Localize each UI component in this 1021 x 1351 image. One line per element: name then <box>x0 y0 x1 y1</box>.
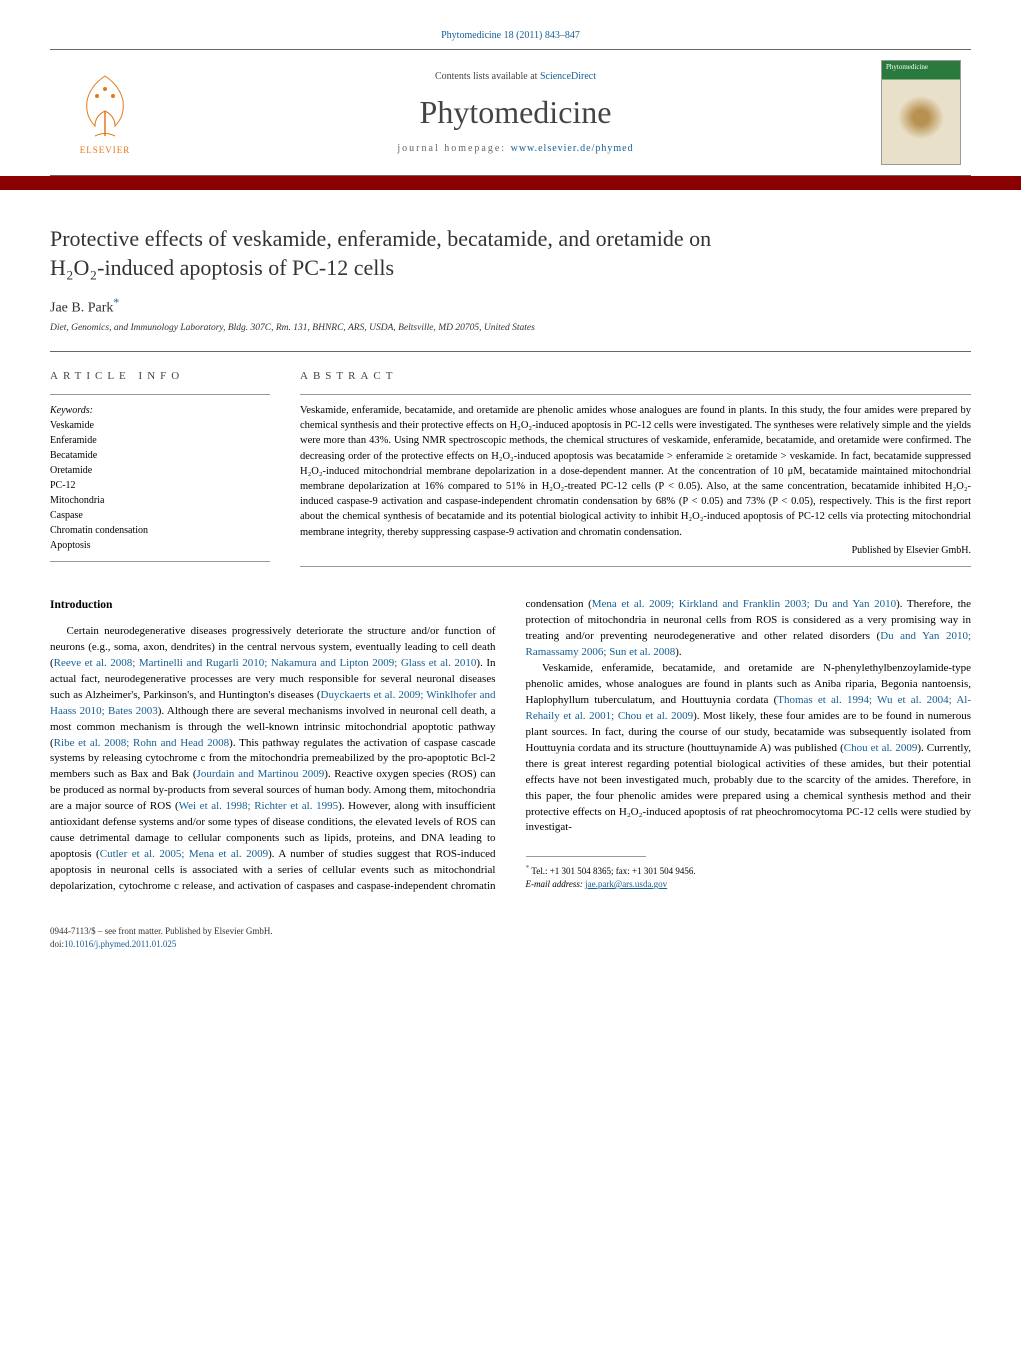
keyword-item: Oretamide <box>50 463 270 478</box>
keyword-item: Apoptosis <box>50 538 270 553</box>
citation[interactable]: Cutler et al. 2005; Mena et al. 2009 <box>100 848 268 860</box>
footer-metadata: 0944-7113/$ – see front matter. Publishe… <box>50 925 971 950</box>
footnote-separator <box>526 856 646 857</box>
contents-prefix: Contents lists available at <box>435 71 540 82</box>
homepage-line: journal homepage: www.elsevier.de/phymed <box>150 143 881 154</box>
title-line-2: H₂O₂-induced apoptosis of PC-12 cells <box>50 255 394 280</box>
keyword-item: Becatamide <box>50 448 270 463</box>
keyword-item: Veskamide <box>50 418 270 433</box>
keyword-item: Caspase <box>50 508 270 523</box>
journal-title: Phytomedicine <box>150 94 881 131</box>
journal-reference: Phytomedicine 18 (2011) 843–847 <box>50 30 971 41</box>
citation[interactable]: Chou et al. 2009 <box>844 742 918 754</box>
homepage-prefix: journal homepage: <box>397 143 510 154</box>
affiliation: Diet, Genomics, and Immunology Laborator… <box>50 323 971 333</box>
citation[interactable]: Wei et al. 1998; Richter et al. 1995 <box>179 800 338 812</box>
contents-line: Contents lists available at ScienceDirec… <box>150 71 881 82</box>
journal-header-box: ELSEVIER Contents lists available at Sci… <box>50 49 971 176</box>
footer-copyright: 0944-7113/$ – see front matter. Publishe… <box>50 925 971 938</box>
corresponding-footnote: * Tel.: +1 301 504 8365; fax: +1 301 504… <box>526 863 972 890</box>
abstract-box: Veskamide, enferamide, becatamide, and o… <box>300 394 971 567</box>
keyword-item: Enferamide <box>50 433 270 448</box>
elsevier-tree-icon <box>75 71 135 141</box>
article-info-label: article info <box>50 370 270 382</box>
keyword-item: Chromatin condensation <box>50 523 270 538</box>
keywords-label: Keywords: <box>50 403 270 418</box>
body-columns: Introduction Certain neurodegenerative d… <box>50 597 971 895</box>
red-divider-bar <box>0 176 1021 190</box>
article-title: Protective effects of veskamide, enferam… <box>50 225 971 282</box>
elsevier-label: ELSEVIER <box>80 145 131 155</box>
keyword-item: Mitochondria <box>50 493 270 508</box>
footnote-tel: Tel.: +1 301 504 8365; fax: +1 301 504 9… <box>531 866 695 876</box>
abstract-text: Veskamide, enferamide, becatamide, and o… <box>300 405 971 538</box>
corresponding-author-star: * <box>113 296 119 309</box>
citation[interactable]: Ribe et al. 2008; Rohn and Head 2008 <box>54 737 230 749</box>
elsevier-logo: ELSEVIER <box>60 63 150 163</box>
keyword-item: PC-12 <box>50 478 270 493</box>
journal-cover-thumbnail: Phytomedicine <box>881 60 961 165</box>
footnote-email-label: E-mail address: <box>526 879 586 889</box>
homepage-link[interactable]: www.elsevier.de/phymed <box>511 143 634 154</box>
sciencedirect-link[interactable]: ScienceDirect <box>540 71 596 82</box>
published-by: Published by Elsevier GmbH. <box>300 544 971 559</box>
title-line-1: Protective effects of veskamide, enferam… <box>50 226 711 251</box>
keywords-box: Keywords: VeskamideEnferamideBecatamideO… <box>50 394 270 562</box>
citation[interactable]: Jourdain and Martinou 2009 <box>197 768 325 780</box>
body-para-2: Veskamide, enferamide, becatamide, and o… <box>526 661 972 836</box>
abstract-label: abstract <box>300 370 971 382</box>
footnote-star: * <box>526 863 530 872</box>
author-line: Jae B. Park* <box>50 296 971 317</box>
citation[interactable]: Mena et al. 2009; Kirkland and Franklin … <box>592 598 896 610</box>
email-link[interactable]: jae.park@ars.usda.gov <box>585 879 667 889</box>
introduction-heading: Introduction <box>50 597 496 614</box>
author-name: Jae B. Park <box>50 301 113 316</box>
keywords-list: VeskamideEnferamideBecatamideOretamidePC… <box>50 418 270 553</box>
cover-label: Phytomedicine <box>886 63 928 71</box>
doi-link[interactable]: 10.1016/j.phymed.2011.01.025 <box>64 939 176 949</box>
citation[interactable]: Reeve et al. 2008; Martinelli and Rugarl… <box>54 657 477 669</box>
doi-prefix: doi: <box>50 939 64 949</box>
